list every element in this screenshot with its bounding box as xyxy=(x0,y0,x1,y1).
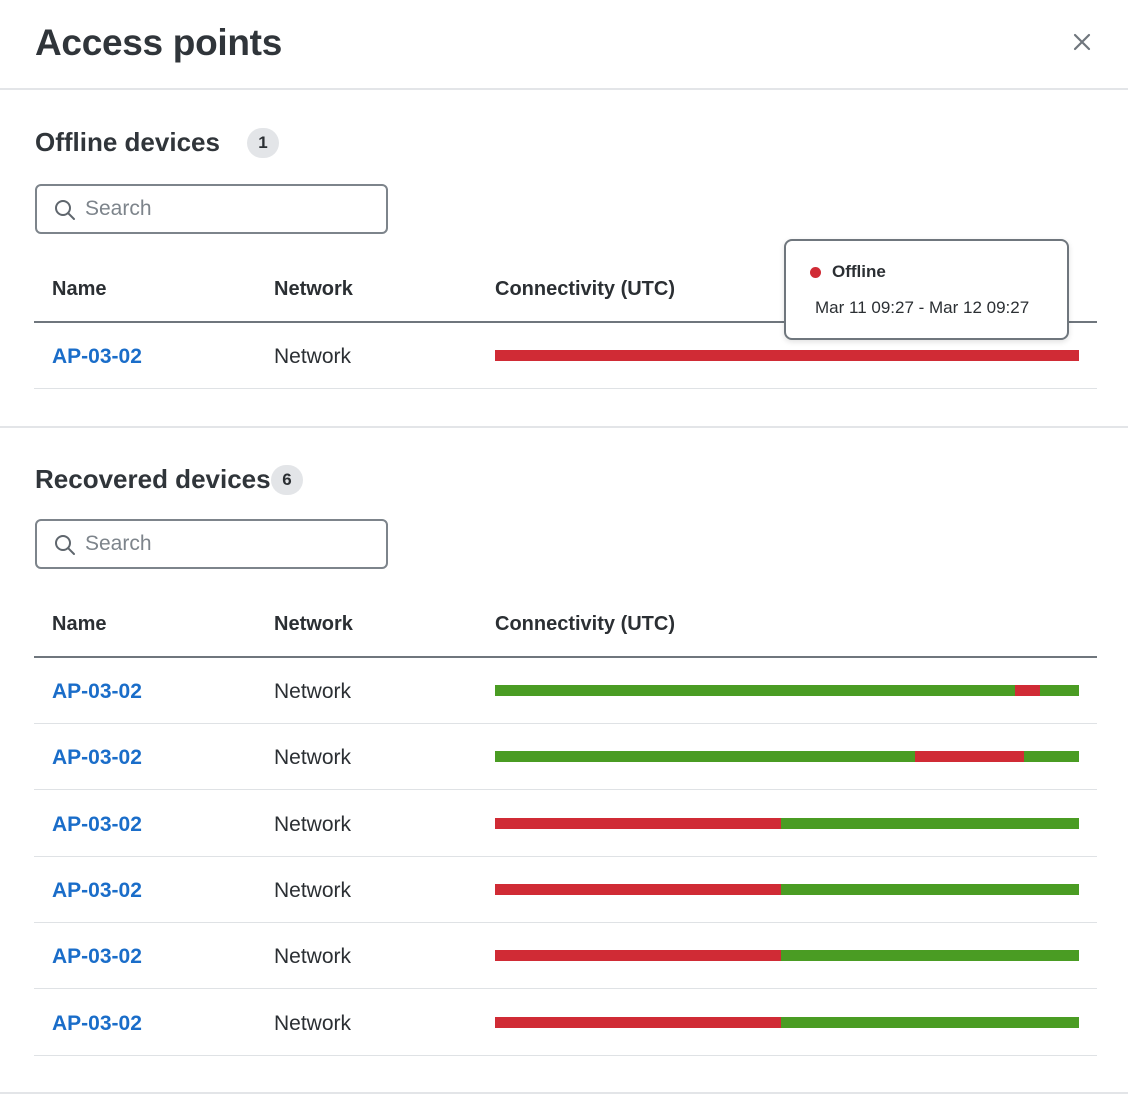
device-name-link[interactable]: AP-03-02 xyxy=(52,345,142,368)
table-header-divider xyxy=(34,321,1097,323)
table-row: AP-03-02 Network xyxy=(34,724,1097,791)
section-divider xyxy=(0,1092,1128,1094)
table-row: AP-03-02 Network xyxy=(34,923,1097,990)
network-cell: Network xyxy=(274,812,352,836)
tooltip-time-range: Mar 11 09:27 - Mar 12 09:27 xyxy=(815,298,1030,317)
recovered-count-badge: 6 xyxy=(271,465,303,495)
tooltip-status: Offline xyxy=(832,262,886,281)
online-segment[interactable] xyxy=(495,751,916,763)
section-divider xyxy=(0,426,1128,428)
col-header-network[interactable]: Network xyxy=(274,613,353,635)
offline-search-input[interactable] xyxy=(85,186,375,232)
online-segment[interactable] xyxy=(495,685,1015,696)
table-row: AP-03-02 Network xyxy=(34,990,1097,1056)
recovered-search-box[interactable] xyxy=(35,519,388,569)
recovered-devices-title: Recovered devices xyxy=(35,464,271,494)
online-segment[interactable] xyxy=(781,883,1079,895)
offline-segment[interactable] xyxy=(1014,685,1040,696)
network-cell: Network xyxy=(274,1011,352,1035)
network-cell: Network xyxy=(274,680,352,703)
offline-segment[interactable] xyxy=(495,1016,782,1028)
offline-segment[interactable] xyxy=(495,950,782,962)
offline-segment[interactable] xyxy=(495,817,782,829)
close-button[interactable] xyxy=(1066,26,1098,58)
connectivity-bar[interactable] xyxy=(495,685,1079,696)
device-name-link[interactable]: AP-03-02 xyxy=(52,945,142,969)
table-row: AP-03-02 Network xyxy=(34,791,1097,857)
connectivity-bar[interactable] xyxy=(495,1016,1079,1028)
connectivity-bar[interactable] xyxy=(495,950,1079,962)
search-icon xyxy=(55,535,75,555)
online-segment[interactable] xyxy=(781,950,1079,962)
page-title: Access points xyxy=(35,22,282,63)
col-header-connectivity[interactable]: Connectivity (UTC) xyxy=(495,278,675,300)
device-name-link[interactable]: AP-03-02 xyxy=(52,680,142,703)
online-segment[interactable] xyxy=(781,817,1079,829)
network-cell: Network xyxy=(274,878,352,902)
col-header-connectivity[interactable]: Connectivity (UTC) xyxy=(495,613,675,635)
table-row: AP-03-02 Network xyxy=(34,658,1097,724)
offline-status-dot xyxy=(810,267,821,278)
offline-devices-title: Offline devices xyxy=(35,127,220,157)
device-name-link[interactable]: AP-03-02 xyxy=(52,746,142,770)
table-row: AP-03-02 Network xyxy=(34,857,1097,923)
network-cell: Network xyxy=(274,945,352,969)
connectivity-tooltip: Offline Mar 11 09:27 - Mar 12 09:27 xyxy=(784,239,1069,340)
device-name-link[interactable]: AP-03-02 xyxy=(52,812,142,836)
recovered-search-input[interactable] xyxy=(85,521,375,567)
offline-segment[interactable] xyxy=(495,883,782,895)
online-segment[interactable] xyxy=(781,1016,1079,1028)
online-segment[interactable] xyxy=(1023,751,1079,763)
modal-header: Access points xyxy=(0,0,1128,90)
offline-segment[interactable] xyxy=(915,751,1024,763)
offline-segment[interactable] xyxy=(495,350,1079,361)
connectivity-bar[interactable] xyxy=(495,350,1079,361)
connectivity-bar[interactable] xyxy=(495,751,1079,763)
online-segment[interactable] xyxy=(1039,685,1079,696)
network-cell: Network xyxy=(274,746,352,770)
device-name-link[interactable]: AP-03-02 xyxy=(52,1011,142,1035)
close-icon xyxy=(1073,33,1091,51)
offline-search-box[interactable] xyxy=(35,184,388,234)
offline-count-badge: 1 xyxy=(247,128,279,158)
device-name-link[interactable]: AP-03-02 xyxy=(52,878,142,902)
table-row: AP-03-02 Network xyxy=(34,323,1097,389)
col-header-name[interactable]: Name xyxy=(52,613,107,635)
col-header-network[interactable]: Network xyxy=(274,278,353,300)
connectivity-bar[interactable] xyxy=(495,883,1079,895)
connectivity-bar[interactable] xyxy=(495,817,1079,829)
table-header-divider xyxy=(34,656,1097,658)
col-header-name[interactable]: Name xyxy=(52,278,107,300)
search-icon xyxy=(55,200,75,220)
network-cell: Network xyxy=(274,345,352,368)
